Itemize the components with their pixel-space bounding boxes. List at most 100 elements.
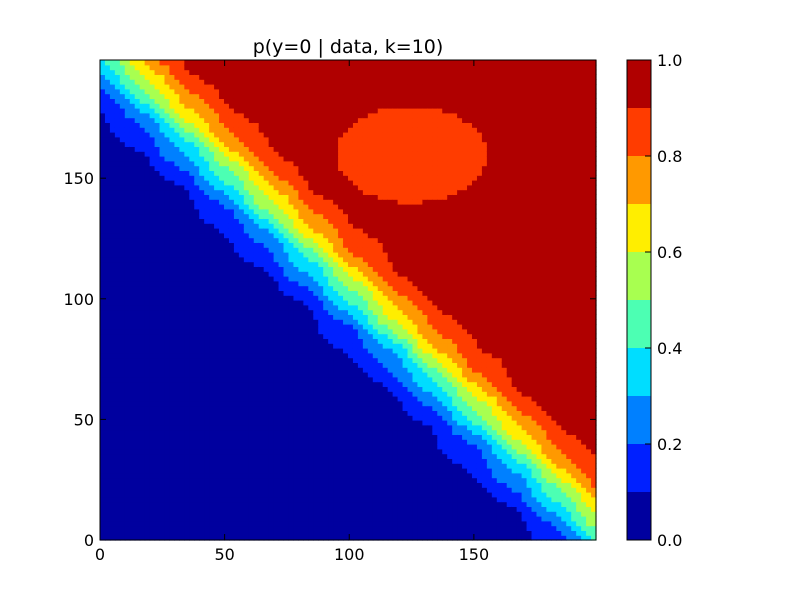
heatmap-cell [189, 386, 195, 392]
heatmap-cell [228, 448, 235, 455]
heatmap-cell [214, 208, 220, 215]
heatmap-cell [308, 496, 314, 503]
heatmap-cell [129, 204, 136, 210]
heatmap-cell [328, 232, 334, 239]
heatmap-cell [268, 530, 275, 536]
heatmap-cell [343, 141, 349, 147]
heatmap-cell [288, 74, 295, 80]
heatmap-cell [333, 170, 339, 176]
heatmap-cell [149, 453, 156, 459]
heatmap-cell [164, 362, 171, 368]
heatmap-cell [119, 223, 126, 229]
heatmap-cell [323, 520, 329, 527]
heatmap-cell [219, 141, 225, 147]
heatmap-cell [149, 391, 156, 397]
heatmap-cell [159, 194, 166, 200]
heatmap-cell [104, 429, 111, 435]
heatmap-cell [238, 184, 245, 191]
heatmap-cell [144, 405, 151, 411]
heatmap-cell [318, 506, 324, 512]
heatmap-cell [224, 520, 230, 527]
heatmap-cell [169, 472, 175, 479]
heatmap-cell [209, 376, 215, 383]
heatmap-cell [258, 501, 265, 507]
heatmap-cell [283, 424, 290, 431]
heatmap-cell [273, 396, 280, 402]
heatmap-cell [238, 218, 245, 224]
heatmap-cell [313, 290, 319, 296]
heatmap-cell [243, 108, 250, 114]
heatmap-cell [219, 506, 225, 512]
heatmap-cell [238, 194, 245, 200]
heatmap-cell [253, 520, 260, 527]
heatmap-cell [338, 228, 344, 234]
heatmap-cell [323, 223, 329, 229]
heatmap-cell [268, 511, 275, 517]
heatmap-cell [174, 381, 180, 387]
heatmap-cell [174, 136, 180, 143]
heatmap-cell [298, 117, 304, 123]
heatmap-cell [124, 506, 131, 512]
heatmap-cell [293, 492, 299, 498]
heatmap-cell [268, 376, 275, 383]
heatmap-cell [233, 324, 240, 330]
heatmap-cell [219, 463, 225, 469]
heatmap-cell [343, 232, 349, 239]
heatmap-cell [243, 420, 250, 426]
heatmap-cell [258, 261, 265, 267]
heatmap-cell [273, 400, 280, 407]
heatmap-cell [189, 338, 195, 344]
heatmap-cell [204, 232, 210, 239]
heatmap-cell [288, 117, 295, 123]
heatmap-cell [303, 170, 309, 176]
heatmap-cell [278, 386, 285, 392]
heatmap-cell [243, 319, 250, 325]
heatmap-cell [318, 228, 324, 234]
heatmap-cell [199, 199, 205, 205]
heatmap-cell [313, 472, 319, 479]
heatmap-cell [308, 112, 314, 119]
heatmap-cell [119, 228, 126, 234]
heatmap-cell [243, 333, 250, 339]
heatmap-cell [233, 252, 240, 258]
heatmap-cell [224, 218, 230, 224]
heatmap-cell [283, 391, 290, 397]
heatmap-cell [233, 424, 240, 431]
heatmap-cell [233, 108, 240, 114]
heatmap-cell [288, 487, 295, 493]
heatmap-cell [228, 535, 235, 541]
heatmap-cell [114, 386, 121, 392]
heatmap-cell [169, 165, 175, 171]
heatmap-cell [248, 204, 255, 210]
heatmap-cell [214, 463, 220, 469]
heatmap-cell [258, 506, 265, 512]
heatmap-cell [100, 146, 106, 152]
heatmap-cell [258, 424, 265, 431]
heatmap-cell [119, 376, 126, 383]
heatmap-cell [313, 199, 319, 205]
heatmap-cell [109, 304, 116, 311]
heatmap-cell [174, 252, 180, 258]
heatmap-cell [219, 415, 225, 421]
heatmap-cell [283, 223, 290, 229]
heatmap-cell [214, 290, 220, 296]
heatmap-cell [243, 516, 250, 522]
heatmap-cell [174, 69, 180, 75]
heatmap-cell [323, 266, 329, 272]
heatmap-cell [273, 420, 280, 426]
heatmap-cell [278, 88, 285, 95]
heatmap-cell [119, 300, 126, 306]
heatmap-cell [159, 252, 166, 258]
heatmap-cell [288, 146, 295, 152]
heatmap-cell [308, 84, 314, 90]
heatmap-cell [219, 405, 225, 411]
heatmap-cell [179, 535, 185, 541]
heatmap-cell [328, 266, 334, 272]
heatmap-cell [194, 271, 200, 277]
heatmap-cell [214, 266, 220, 272]
heatmap-cell [233, 180, 240, 186]
heatmap-cell [189, 314, 195, 320]
heatmap-cell [214, 213, 220, 219]
heatmap-cell [338, 74, 344, 80]
heatmap-cell [228, 146, 235, 152]
